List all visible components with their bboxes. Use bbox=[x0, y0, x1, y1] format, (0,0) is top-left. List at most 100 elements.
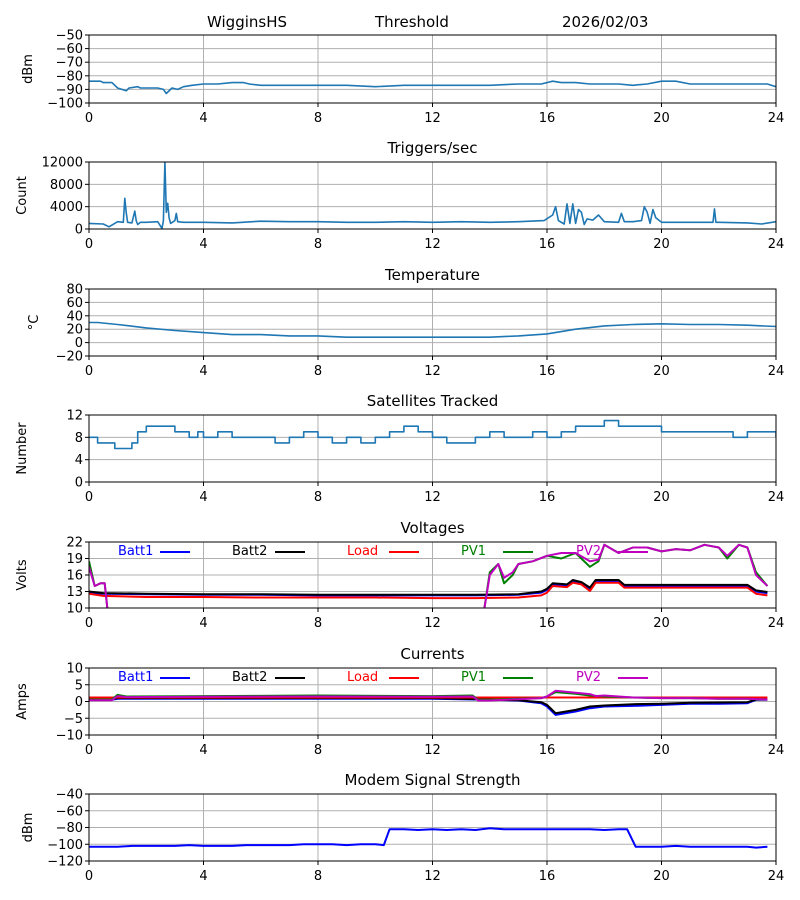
legend-item-batt1: Batt1 bbox=[118, 670, 190, 685]
series-line-pv2 bbox=[89, 543, 769, 608]
y-tick-label: 12000 bbox=[42, 156, 83, 171]
x-tick-label: 16 bbox=[539, 743, 556, 758]
y-tick-label: −60 bbox=[56, 42, 83, 57]
x-tick-label: 16 bbox=[539, 364, 556, 379]
legend-item-pv1: PV1 bbox=[461, 670, 533, 685]
y-tick-label: 8 bbox=[75, 431, 83, 446]
x-tick-label: 20 bbox=[653, 743, 670, 758]
x-tick-label: 0 bbox=[85, 111, 93, 126]
series-line-threshold bbox=[89, 80, 776, 95]
legend-label: Batt1 bbox=[118, 670, 153, 685]
y-tick-label: −100 bbox=[47, 838, 83, 853]
y-tick-label: 0 bbox=[75, 223, 83, 238]
y-tick-label: −5 bbox=[64, 712, 83, 727]
x-tick-label: 12 bbox=[424, 616, 441, 631]
series-line-modem bbox=[89, 827, 768, 849]
y-tick-label: 60 bbox=[66, 296, 83, 311]
y-tick-label: −120 bbox=[47, 855, 83, 870]
x-tick-label: 24 bbox=[768, 364, 785, 379]
y-tick-label: 8000 bbox=[50, 178, 83, 193]
legend-label: Batt2 bbox=[232, 544, 267, 559]
x-tick-label: 0 bbox=[85, 490, 93, 505]
y-tick-label: −20 bbox=[56, 350, 83, 365]
y-tick-label: −70 bbox=[56, 56, 83, 71]
x-tick-label: 12 bbox=[424, 869, 441, 884]
legend-label: Load bbox=[347, 544, 378, 559]
y-tick-label: −40 bbox=[56, 788, 83, 803]
y-axis-label: Amps bbox=[15, 683, 30, 720]
y-tick-label: 19 bbox=[66, 552, 83, 567]
y-tick-label: −80 bbox=[56, 821, 83, 836]
chart-title: Temperature bbox=[384, 266, 480, 284]
x-tick-label: 4 bbox=[199, 237, 207, 252]
y-tick-label: −90 bbox=[56, 83, 83, 98]
x-tick-label: 24 bbox=[768, 237, 785, 252]
x-tick-label: 12 bbox=[424, 111, 441, 126]
legend-item-batt2: Batt2 bbox=[232, 670, 305, 685]
chart-panel-6: 0 4 8 12 16 20 24 105 0 −5 −10 Amps Currents Batt1 Bat… bbox=[15, 645, 784, 758]
legend-label: Batt1 bbox=[118, 544, 153, 559]
chart-title: Triggers/sec bbox=[387, 139, 478, 157]
y-tick-label: 0 bbox=[75, 336, 83, 351]
y-tick-label: 4 bbox=[75, 453, 83, 468]
x-tick-label: 16 bbox=[539, 490, 556, 505]
chart-panel-2: 0 4 8 12 16 20 24 12000 8000 4000 0 Count Triggers/s… bbox=[15, 139, 784, 252]
chart-panel-4: 0 4 8 12 16 20 24 12 8 4 0 Number Satellites Tracked bbox=[15, 392, 784, 505]
y-tick-label: 10 bbox=[66, 602, 83, 617]
y-tick-label: 10 bbox=[66, 662, 83, 677]
legend-label: PV1 bbox=[461, 544, 486, 559]
x-tick-label: 16 bbox=[539, 869, 556, 884]
legend-label: PV2 bbox=[576, 544, 601, 559]
x-tick-label: 8 bbox=[314, 364, 322, 379]
y-axis-label: °C bbox=[27, 315, 42, 331]
y-tick-label: 20 bbox=[66, 323, 83, 338]
x-tick-label: 4 bbox=[199, 490, 207, 505]
x-tick-label: 8 bbox=[314, 111, 322, 126]
legend-label: PV1 bbox=[461, 670, 486, 685]
x-tick-label: 8 bbox=[314, 743, 322, 758]
chart-panel-7: 0 4 8 12 16 20 24 −40−60 −80 −100 −120 dBm Modem Sig… bbox=[21, 771, 784, 884]
x-tick-label: 16 bbox=[539, 616, 556, 631]
x-tick-label: 8 bbox=[314, 616, 322, 631]
legend-label: Batt2 bbox=[232, 670, 267, 685]
legend-item-pv2: PV2 bbox=[576, 670, 648, 685]
y-axis-label: Volts bbox=[15, 559, 30, 591]
x-tick-label: 4 bbox=[199, 743, 207, 758]
y-tick-label: 12 bbox=[66, 409, 83, 424]
legend-item-batt1: Batt1 bbox=[118, 544, 190, 559]
y-tick-label: −100 bbox=[47, 97, 83, 112]
chart-title: Modem Signal Strength bbox=[345, 771, 521, 789]
x-tick-label: 4 bbox=[199, 869, 207, 884]
x-tick-label: 8 bbox=[314, 869, 322, 884]
x-tick-label: 0 bbox=[85, 237, 93, 252]
chart-title: Satellites Tracked bbox=[367, 392, 498, 410]
series-line-load bbox=[89, 581, 768, 600]
header-station: WigginsHS bbox=[207, 13, 287, 31]
legend-label: PV2 bbox=[576, 670, 601, 685]
y-tick-label: 0 bbox=[75, 476, 83, 491]
x-tick-label: 24 bbox=[768, 490, 785, 505]
y-tick-label: −80 bbox=[56, 69, 83, 84]
x-tick-label: 16 bbox=[539, 111, 556, 126]
legend-label: Load bbox=[347, 670, 378, 685]
header-mode: Threshold bbox=[374, 13, 449, 31]
x-tick-label: 4 bbox=[199, 616, 207, 631]
x-tick-label: 16 bbox=[539, 237, 556, 252]
x-tick-label: 20 bbox=[653, 364, 670, 379]
chart-panel-1: 0 4 8 12 16 20 24 −50−60−70−80−90−100 dBm bbox=[21, 29, 784, 127]
header-date: 2026/02/03 bbox=[562, 13, 648, 31]
legend-item-load: Load bbox=[347, 670, 419, 685]
y-axis-label: dBm bbox=[21, 813, 36, 843]
series-line-pv1 bbox=[89, 543, 769, 608]
y-tick-label: 80 bbox=[66, 283, 83, 298]
x-tick-label: 0 bbox=[85, 364, 93, 379]
x-tick-label: 24 bbox=[768, 743, 785, 758]
y-tick-label: 4000 bbox=[50, 200, 83, 215]
y-tick-label: 5 bbox=[75, 678, 83, 693]
x-tick-label: 0 bbox=[85, 869, 93, 884]
series-line-triggers bbox=[89, 162, 776, 229]
legend-item-batt2: Batt2 bbox=[232, 544, 305, 559]
legend-item-pv2: PV2 bbox=[576, 544, 648, 559]
x-tick-label: 12 bbox=[424, 490, 441, 505]
y-tick-label: 0 bbox=[75, 695, 83, 710]
